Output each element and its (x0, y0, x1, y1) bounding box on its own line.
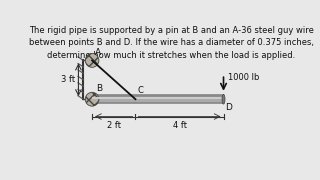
Text: A: A (95, 48, 101, 57)
Text: 4 ft: 4 ft (172, 121, 187, 130)
Text: B: B (96, 84, 102, 93)
Ellipse shape (222, 94, 225, 104)
Text: C: C (138, 86, 143, 95)
Text: 1000 lb: 1000 lb (228, 73, 260, 82)
Ellipse shape (85, 53, 99, 67)
Ellipse shape (85, 92, 99, 106)
Text: 3 ft: 3 ft (60, 75, 75, 84)
Text: The rigid pipe is supported by a pin at B and an A-36 steel guy wire
between poi: The rigid pipe is supported by a pin at … (29, 26, 314, 60)
Text: D: D (226, 103, 232, 112)
Text: 2 ft: 2 ft (107, 121, 121, 130)
